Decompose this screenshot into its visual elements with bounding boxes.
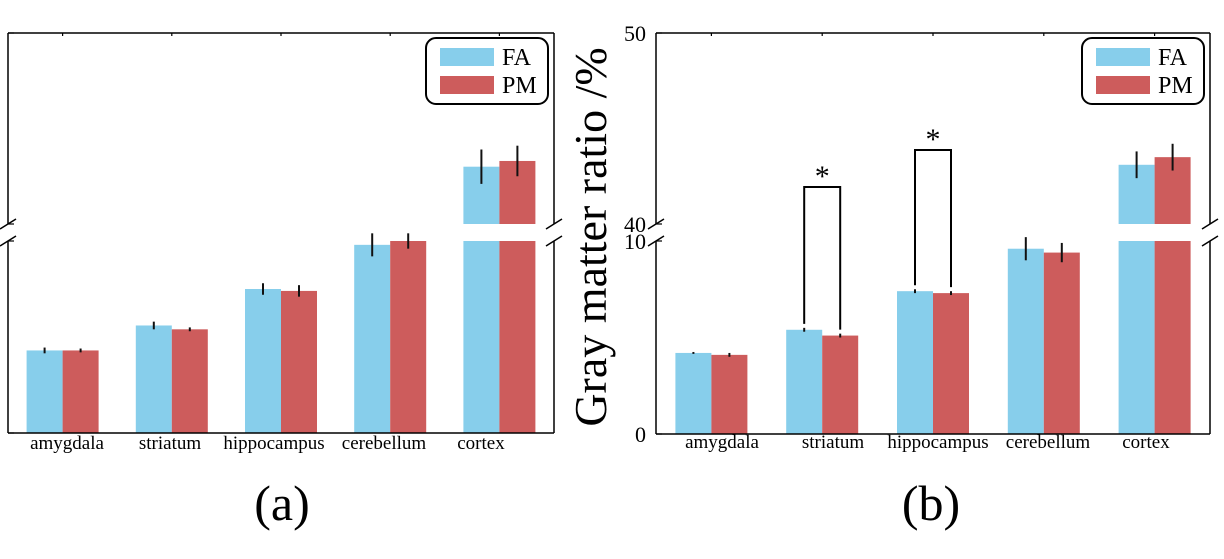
category-label: hippocampus xyxy=(887,432,988,453)
legend-swatch-pm xyxy=(440,76,494,94)
y-tick-label: 50 xyxy=(624,21,646,46)
axis-break-mark xyxy=(545,218,563,230)
bar-fa-amygdala xyxy=(675,352,712,434)
bar-fa-hippocampus xyxy=(245,289,281,433)
y-tick-label: 40 xyxy=(624,212,646,237)
significance-star: * xyxy=(815,160,830,193)
bar-pm-cerebellum xyxy=(1043,252,1080,434)
bar-pm-hippocampus xyxy=(933,293,969,434)
legend-label-pm: PM xyxy=(502,73,537,99)
bar-fa-hippocampus xyxy=(897,291,933,434)
bar-pm-cerebellum xyxy=(390,241,427,433)
bar-pm-amygdala xyxy=(711,354,748,434)
bar-pm-cortex-lower xyxy=(1154,241,1191,434)
bar-fa-cerebellum xyxy=(354,244,391,433)
category-label: amygdala xyxy=(685,432,759,453)
y-tick-label: 0 xyxy=(635,422,646,447)
chart-panel-a: amygdala striatum hippocampus cerebellum cor… xyxy=(0,32,563,531)
y-axis-label: Gray matter ratio /% xyxy=(565,47,616,426)
category-label: striatum xyxy=(802,432,864,453)
category-label: cerebellum xyxy=(1006,432,1091,453)
panel-label: (a) xyxy=(254,475,310,531)
axis-break-mark xyxy=(1201,218,1219,230)
bar-fa-striatum xyxy=(135,325,172,433)
legend-label-fa: FA xyxy=(1158,45,1188,71)
category-label: amygdala xyxy=(30,433,104,454)
bar-pm-striatum xyxy=(822,335,859,434)
significance-bracket: * xyxy=(803,160,842,330)
legend-label-fa: FA xyxy=(502,45,532,71)
category-label: cortex xyxy=(457,433,505,454)
category-label: cerebellum xyxy=(342,433,427,454)
legend-label-pm: PM xyxy=(1158,73,1193,99)
significance-bracket: * xyxy=(914,123,952,288)
bar-fa-striatum xyxy=(786,329,823,434)
y-tick-label: 10 xyxy=(624,229,646,254)
category-label: striatum xyxy=(139,433,201,454)
panel-label: (b) xyxy=(902,475,960,531)
bar-fa-amygdala xyxy=(26,350,63,433)
axis-break-mark xyxy=(1201,235,1219,247)
bar-pm-striatum xyxy=(171,329,208,433)
bar-fa-cortex-lower xyxy=(463,241,500,433)
bar-fa-cortex-lower xyxy=(1118,241,1155,434)
bar-pm-amygdala xyxy=(62,350,99,433)
significance-star: * xyxy=(926,123,941,156)
significance-line xyxy=(803,186,842,330)
significance-line xyxy=(914,149,952,288)
category-label: cortex xyxy=(1122,432,1170,453)
bar-pm-cortex-lower xyxy=(499,241,536,433)
category-label: hippocampus xyxy=(223,433,324,454)
legend-swatch-fa xyxy=(440,48,494,66)
legend-swatch-fa xyxy=(1096,48,1150,66)
bar-pm-hippocampus xyxy=(281,290,317,433)
axis-break-mark xyxy=(545,235,563,247)
legend-swatch-pm xyxy=(1096,76,1150,94)
bar-fa-cerebellum xyxy=(1007,248,1044,434)
